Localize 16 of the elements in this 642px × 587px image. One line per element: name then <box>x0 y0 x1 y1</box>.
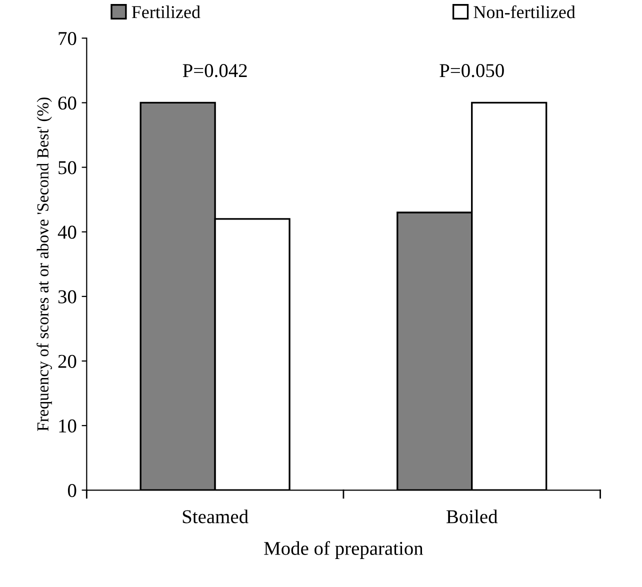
y-tick-label: 50 <box>58 161 76 174</box>
x-axis-title: Mode of preparation <box>264 541 424 559</box>
x-tick-label: Steamed <box>182 510 248 524</box>
y-tick-label: 40 <box>58 226 76 239</box>
x-tick-label: Boiled <box>446 510 498 524</box>
annotation: P=0.042 <box>182 64 247 78</box>
y-tick-label: 10 <box>59 419 76 433</box>
y-tick-label: 0 <box>68 484 76 498</box>
y-tick-label: 30 <box>58 290 76 304</box>
y-tick-label: 70 <box>58 32 76 46</box>
y-tick-label: 20 <box>58 354 76 368</box>
legend-label: Non-fertilized <box>474 5 576 18</box>
annotation: P=0.050 <box>440 64 504 78</box>
y-tick-label: 60 <box>58 96 76 110</box>
legend-label: Fertilized <box>132 6 200 18</box>
y-axis-title: Frequency of scores at or above 'Second Best' (%) <box>36 98 52 431</box>
